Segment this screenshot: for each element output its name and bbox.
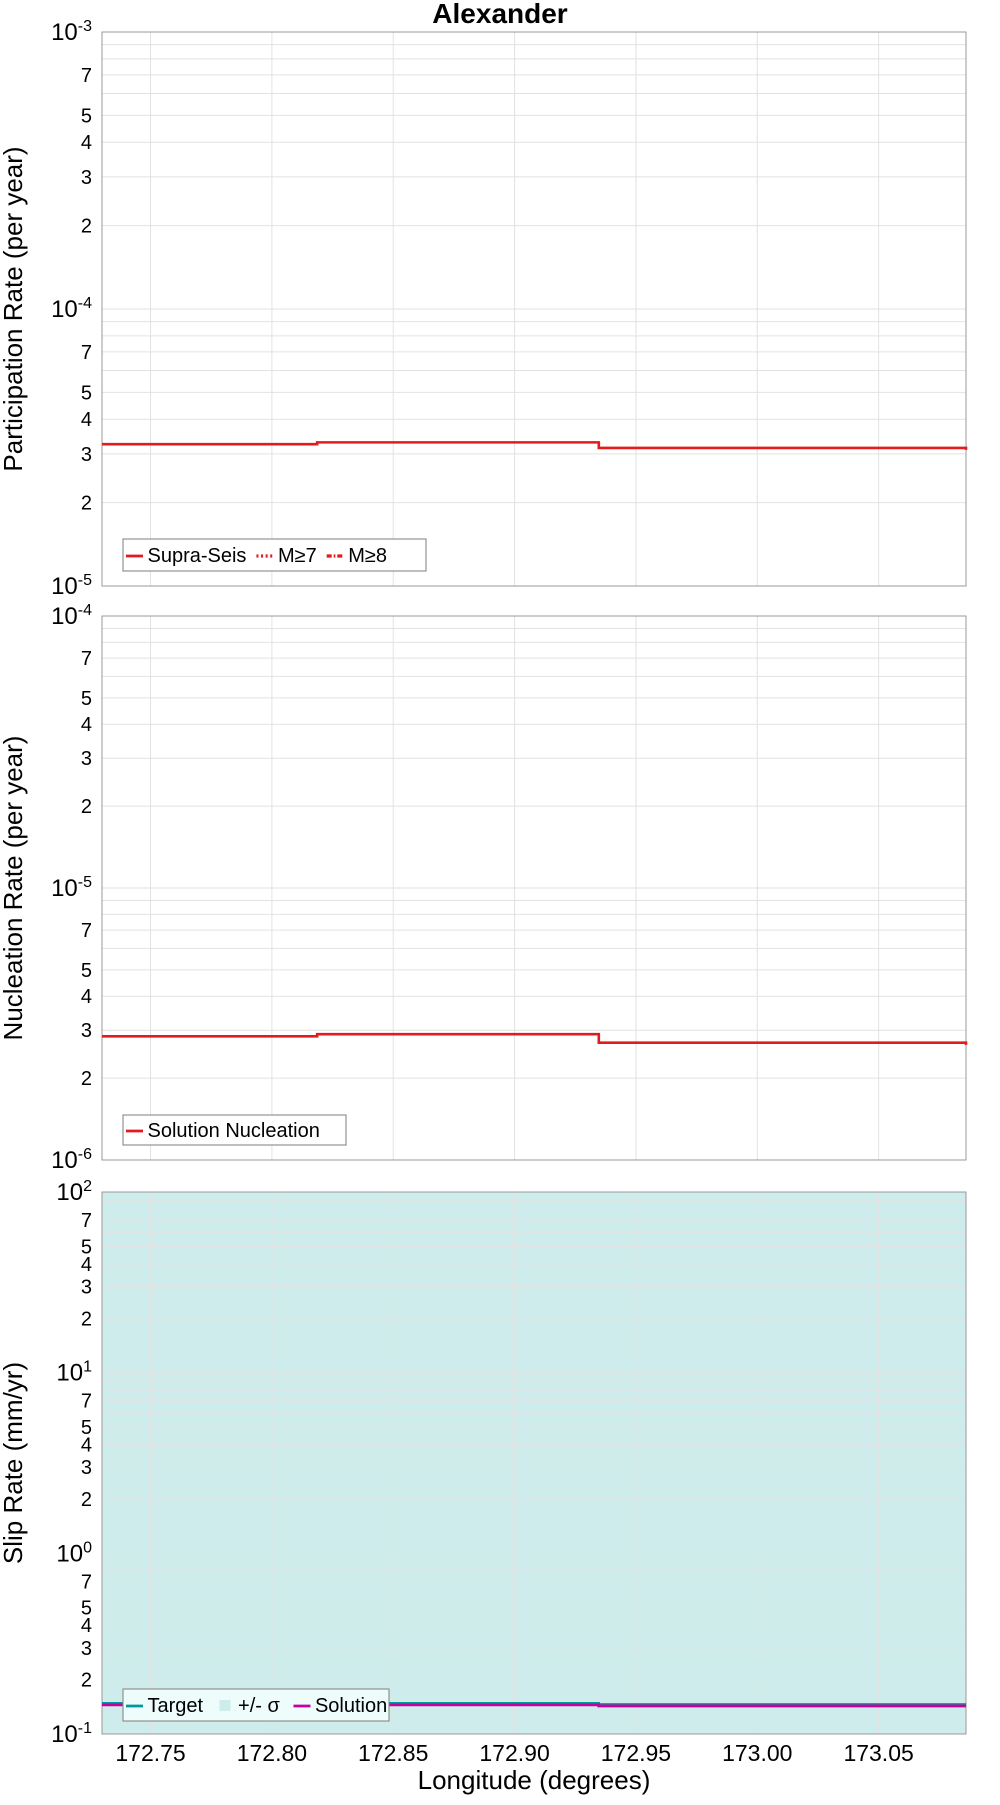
svg-text:Longitude (degrees): Longitude (degrees): [418, 1765, 651, 1795]
svg-text:Participation Rate (per year): Participation Rate (per year): [0, 146, 28, 471]
svg-text:M≥8: M≥8: [348, 545, 387, 567]
svg-text:5: 5: [81, 1236, 92, 1258]
svg-text:M≥7: M≥7: [278, 545, 317, 567]
svg-text:7: 7: [81, 1571, 92, 1593]
svg-text:3: 3: [81, 748, 92, 770]
svg-text:7: 7: [81, 1391, 92, 1413]
svg-text:4: 4: [81, 409, 92, 431]
svg-text:172.85: 172.85: [358, 1740, 428, 1766]
svg-text:2: 2: [81, 216, 92, 238]
svg-text:172.80: 172.80: [237, 1740, 307, 1766]
svg-text:3: 3: [81, 1638, 92, 1660]
svg-text:3: 3: [81, 1020, 92, 1042]
svg-text:5: 5: [81, 688, 92, 710]
svg-text:3: 3: [81, 167, 92, 189]
svg-text:7: 7: [81, 342, 92, 364]
svg-text:2: 2: [81, 1489, 92, 1511]
svg-text:173.05: 173.05: [843, 1740, 913, 1766]
svg-text:7: 7: [81, 648, 92, 670]
svg-text:Alexander: Alexander: [432, 0, 567, 29]
svg-text:+/- σ: +/- σ: [238, 1695, 280, 1717]
svg-text:5: 5: [81, 105, 92, 127]
svg-text:5: 5: [81, 1417, 92, 1439]
svg-text:173.00: 173.00: [722, 1740, 792, 1766]
svg-text:2: 2: [81, 493, 92, 515]
svg-text:3: 3: [81, 1457, 92, 1479]
svg-text:2: 2: [81, 1068, 92, 1090]
svg-text:2: 2: [81, 1670, 92, 1692]
svg-text:3: 3: [81, 444, 92, 466]
svg-text:4: 4: [81, 986, 92, 1008]
svg-text:7: 7: [81, 1210, 92, 1232]
svg-text:7: 7: [81, 65, 92, 87]
svg-text:172.75: 172.75: [115, 1740, 185, 1766]
svg-text:2: 2: [81, 1308, 92, 1330]
svg-text:172.95: 172.95: [601, 1740, 671, 1766]
svg-text:Nucleation Rate (per year): Nucleation Rate (per year): [0, 736, 28, 1041]
svg-text:4: 4: [81, 132, 92, 154]
svg-text:Solution Nucleation: Solution Nucleation: [148, 1120, 320, 1142]
svg-text:7: 7: [81, 920, 92, 942]
svg-text:4: 4: [81, 714, 92, 736]
svg-text:3: 3: [81, 1276, 92, 1298]
svg-text:172.90: 172.90: [479, 1740, 549, 1766]
svg-text:5: 5: [81, 382, 92, 404]
svg-text:5: 5: [81, 960, 92, 982]
svg-text:5: 5: [81, 1598, 92, 1620]
svg-text:Slip Rate (mm/yr): Slip Rate (mm/yr): [0, 1362, 28, 1564]
svg-text:2: 2: [81, 796, 92, 818]
svg-text:Target: Target: [148, 1695, 204, 1717]
svg-text:Solution: Solution: [315, 1695, 387, 1717]
svg-text:Supra-Seis: Supra-Seis: [148, 545, 247, 567]
